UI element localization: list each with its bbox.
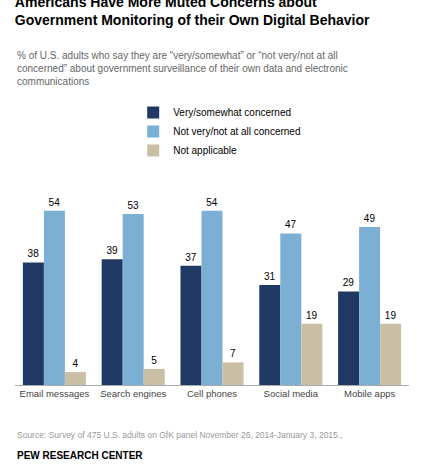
svg-text:% of U.S. adults who say they: % of U.S. adults who say they are “very/… (17, 50, 348, 87)
svg-text:Source: Survey of 475 U.S. adu: Source: Survey of 475 U.S. adults on GfK… (17, 430, 343, 440)
svg-text:Email messages: Email messages (20, 388, 90, 399)
svg-text:53: 53 (127, 200, 139, 211)
svg-text:Social media: Social media (264, 388, 319, 399)
svg-text:49: 49 (364, 213, 376, 224)
svg-text:54: 54 (49, 197, 61, 208)
svg-text:37: 37 (185, 252, 197, 263)
svg-text:Cell phones: Cell phones (187, 388, 237, 399)
svg-text:54: 54 (206, 197, 218, 208)
svg-text:Very/somewhat concerned: Very/somewhat concerned (173, 107, 291, 118)
svg-text:19: 19 (385, 310, 397, 321)
svg-text:38: 38 (28, 248, 40, 259)
svg-text:47: 47 (285, 219, 297, 230)
svg-text:39: 39 (106, 245, 118, 256)
svg-text:29: 29 (343, 277, 355, 288)
svg-text:7: 7 (230, 348, 236, 359)
svg-text:PEW RESEARCH CENTER: PEW RESEARCH CENTER (17, 450, 143, 461)
svg-text:31: 31 (264, 271, 276, 282)
svg-text:5: 5 (151, 355, 157, 366)
svg-text:Mobile apps: Mobile apps (344, 388, 395, 399)
svg-text:Search engines: Search engines (100, 388, 166, 399)
svg-text:19: 19 (306, 310, 318, 321)
svg-text:Not very/not at all concerned: Not very/not at all concerned (173, 126, 300, 137)
svg-text:4: 4 (72, 358, 78, 369)
svg-text:Americans Have More Muted Conc: Americans Have More Muted Concerns about… (15, 0, 370, 28)
svg-text:Not applicable: Not applicable (173, 145, 237, 156)
